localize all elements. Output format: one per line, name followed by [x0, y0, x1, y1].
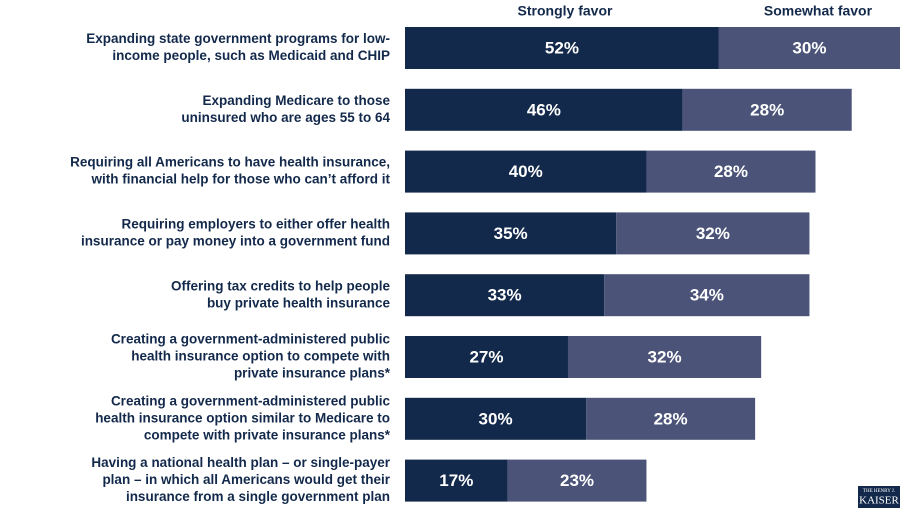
value-label: 27%	[469, 347, 503, 366]
logo-text: THE HENRY J.	[863, 489, 895, 494]
value-label: 17%	[439, 471, 473, 490]
bar-segment	[507, 459, 647, 502]
logo-box	[858, 486, 900, 508]
category-label: insurance from a single government plan	[126, 489, 390, 504]
value-label: 32%	[696, 224, 730, 243]
category-label: buy private health insurance	[207, 295, 391, 310]
logo-text: KAISER	[859, 495, 899, 507]
category-label: Requiring all Americans to have health i…	[70, 155, 390, 170]
category-label: plan – in which all Americans would get …	[102, 472, 390, 487]
bar-segment	[405, 150, 647, 193]
value-label: 28%	[654, 409, 688, 428]
value-label: 28%	[714, 162, 748, 181]
bar-segment	[405, 397, 587, 440]
bar-segment	[405, 336, 568, 378]
value-label: 33%	[488, 286, 522, 305]
bar-segment	[567, 336, 762, 378]
bar-segment	[616, 212, 810, 255]
value-label: 28%	[750, 100, 784, 119]
category-label: with financial help for those who can’t …	[90, 172, 390, 187]
category-label: health insurance option similar to Medic…	[95, 410, 390, 425]
bar-segment	[405, 212, 617, 255]
value-label: 46%	[527, 100, 561, 119]
bar-segment	[682, 88, 852, 131]
bar-segment	[405, 27, 719, 69]
category-label: Creating a government-administered publi…	[111, 332, 391, 347]
category-label: Expanding state government programs for …	[86, 31, 390, 46]
category-label: Expanding Medicare to those	[202, 93, 390, 108]
category-label: Having a national health plan – or singl…	[91, 455, 390, 470]
bar-segment	[405, 459, 508, 502]
category-label: uninsured who are ages 55 to 64	[181, 110, 390, 125]
bar-segment	[604, 274, 810, 317]
value-label: 30%	[479, 409, 513, 428]
category-label: Creating a government-administered publi…	[111, 393, 391, 408]
value-label: 52%	[545, 38, 579, 57]
category-label: Offering tax credits to help people	[171, 278, 391, 293]
category-label: insurance or pay money into a government…	[81, 233, 390, 248]
bar-segment	[586, 397, 756, 440]
category-label: Requiring employers to either offer heal…	[121, 216, 390, 231]
legend-label: Somewhat favor	[764, 3, 873, 19]
legend-label: Strongly favor	[518, 3, 613, 19]
category-label: private insurance plans*	[234, 366, 391, 381]
category-label: compete with private insurance plans*	[144, 427, 391, 442]
value-label: 32%	[648, 347, 682, 366]
value-label: 30%	[792, 38, 826, 57]
bar-segment	[718, 27, 900, 69]
value-label: 40%	[509, 162, 543, 181]
bar-segment	[646, 150, 816, 193]
value-label: 35%	[494, 224, 528, 243]
bar-segment	[405, 274, 605, 317]
category-label: income people, such as Medicaid and CHIP	[112, 48, 390, 63]
bar-segment	[405, 88, 683, 131]
value-label: 34%	[690, 286, 724, 305]
category-label: health insurance option to compete with	[131, 349, 390, 364]
value-label: 23%	[560, 471, 594, 490]
